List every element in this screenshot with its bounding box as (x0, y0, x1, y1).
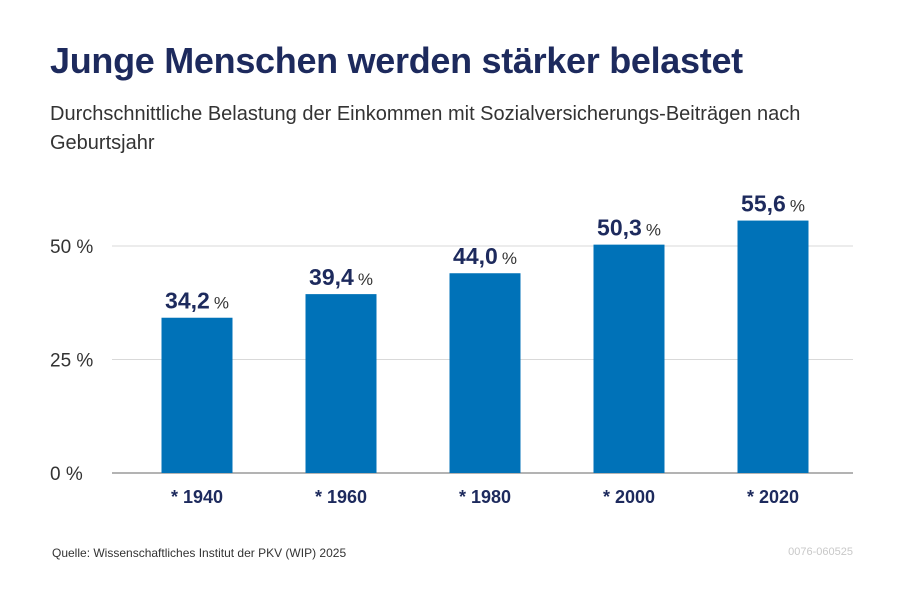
bar (305, 294, 377, 473)
source-note: Quelle: Wissenschaftliches Institut der … (52, 546, 347, 560)
value-label: 50,3% (597, 215, 661, 241)
value-label: 34,2% (165, 288, 229, 314)
value-label: 39,4% (309, 264, 373, 290)
category-label: * 2000 (603, 487, 655, 507)
bar (593, 244, 665, 473)
category-label: * 1940 (171, 487, 223, 507)
category-label: * 1980 (459, 487, 511, 507)
value-label: 44,0% (453, 243, 517, 269)
y-tick-label: 0 % (50, 464, 83, 485)
category-label: * 1960 (315, 487, 367, 507)
bar (737, 220, 809, 473)
y-tick-label: 50 % (50, 237, 93, 258)
bar (161, 317, 233, 473)
bar (449, 273, 521, 473)
document-code: 0076-060525 (788, 546, 853, 558)
value-label: 55,6% (741, 191, 805, 217)
y-tick-label: 25 % (50, 351, 93, 372)
chart-subtitle: Durchschnittliche Belastung der Einkomme… (50, 103, 801, 154)
chart-title: Junge Menschen werden stärker belastet (50, 40, 743, 81)
category-label: * 2020 (747, 487, 799, 507)
